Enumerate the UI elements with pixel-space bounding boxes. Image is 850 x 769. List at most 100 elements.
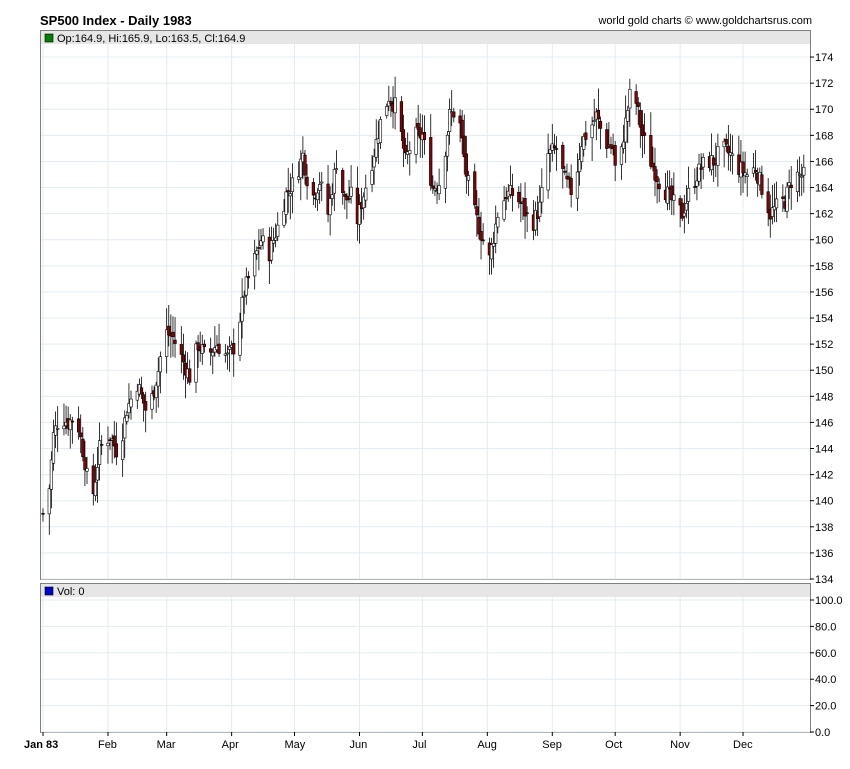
candle-up — [106, 442, 110, 447]
candle-down — [481, 239, 485, 242]
candle-up — [284, 191, 288, 215]
candle-down — [311, 182, 315, 196]
candle-up — [697, 163, 701, 182]
candle-down — [345, 195, 349, 201]
price-tick-label: 148 — [815, 391, 833, 403]
candle-down — [760, 174, 764, 195]
candle-up — [795, 171, 800, 192]
candle-up — [745, 174, 749, 177]
candle-up — [95, 467, 100, 481]
candle-down — [341, 170, 345, 193]
candle-up — [492, 243, 496, 247]
candle-up — [743, 172, 747, 177]
candle-up — [261, 235, 265, 243]
candle-down — [114, 443, 118, 458]
volume-tick-label: 0.0 — [815, 727, 830, 739]
candle-down — [286, 190, 290, 193]
candle-down — [188, 368, 192, 383]
candle-up — [385, 106, 389, 116]
candle-down — [653, 166, 657, 181]
candle-up — [496, 217, 500, 228]
candle-up — [297, 176, 301, 180]
candle-up — [334, 168, 339, 171]
candle-up — [437, 185, 441, 195]
candle-up — [414, 126, 418, 155]
candle-up — [798, 173, 802, 176]
candle-up — [274, 237, 278, 241]
candle-up — [135, 390, 139, 401]
candle-up — [328, 198, 332, 216]
candle-down — [563, 170, 567, 173]
volume-tick-label: 80.0 — [815, 621, 836, 633]
candle-up — [502, 200, 506, 220]
candle-up — [276, 224, 280, 237]
candle-up — [466, 175, 471, 181]
candle-up — [590, 124, 594, 139]
candle-down — [519, 202, 523, 204]
volume-tick-label: 40.0 — [815, 674, 836, 686]
candle-down — [754, 170, 758, 173]
candle-up — [538, 201, 542, 218]
candle-up — [129, 398, 133, 408]
candle-up — [299, 158, 303, 179]
x-tick-label: Dec — [733, 739, 753, 751]
candle-down — [605, 129, 609, 149]
candle-up — [701, 156, 705, 168]
price-tick-label: 150 — [815, 365, 833, 377]
candle-down — [609, 144, 613, 149]
candle-down — [202, 343, 206, 348]
candle-up — [787, 182, 791, 187]
candle-down — [305, 176, 309, 187]
candle-down — [144, 401, 148, 411]
candle-up — [548, 149, 552, 154]
candle-up — [448, 109, 452, 132]
candle-up — [330, 194, 334, 199]
price-tick-label: 174 — [815, 52, 833, 64]
x-tick-label: Oct — [605, 739, 622, 751]
candle-down — [399, 101, 403, 132]
chart-title: SP500 Index - Daily 1983 — [40, 13, 192, 28]
candle-down — [670, 185, 674, 201]
candle-up — [592, 120, 596, 122]
candle-up — [158, 356, 162, 373]
candle-up — [255, 250, 259, 255]
x-tick-label: Sep — [542, 739, 562, 751]
x-tick-label: Mar — [157, 739, 176, 751]
candle-down — [699, 167, 703, 170]
candle-down — [452, 111, 456, 118]
candle-up — [582, 136, 586, 150]
candle-up — [800, 175, 804, 178]
candle-up — [393, 97, 397, 114]
candle-down — [431, 185, 435, 189]
candle-down — [171, 331, 175, 338]
price-tick-label: 134 — [815, 574, 833, 586]
price-tick-label: 136 — [815, 548, 833, 560]
candle-down — [217, 343, 221, 354]
candle-up — [271, 240, 276, 244]
candle-down — [232, 343, 236, 355]
price-legend-text: Op:164.9, Hi:165.9, Lo:163.5, Cl:164.9 — [57, 33, 245, 45]
candle-up — [785, 186, 789, 212]
candle-up — [288, 193, 292, 197]
price-grid — [41, 44, 810, 580]
candle-down — [173, 339, 177, 344]
candle-up — [194, 343, 198, 383]
candle-down — [724, 138, 728, 145]
candle-up — [62, 425, 66, 430]
candle-down — [741, 161, 745, 174]
candle-up — [577, 159, 582, 172]
candle-down — [655, 176, 659, 183]
price-tick-label: 160 — [815, 235, 833, 247]
price-tick-label: 146 — [815, 417, 833, 429]
candle-up — [626, 110, 630, 122]
candle-up — [624, 117, 628, 143]
candle-down — [636, 102, 640, 107]
candle-up — [123, 417, 127, 439]
x-axis: Jan 83 Feb Mar Apr May Jun Jul Aug Sep Oct Nov Dec — [24, 732, 753, 751]
candle-up — [125, 415, 129, 422]
price-tick-label: 154 — [815, 313, 833, 325]
candle-down — [766, 191, 770, 214]
candle-down — [179, 344, 183, 355]
candle-down — [598, 120, 603, 129]
candle-down — [712, 157, 716, 166]
